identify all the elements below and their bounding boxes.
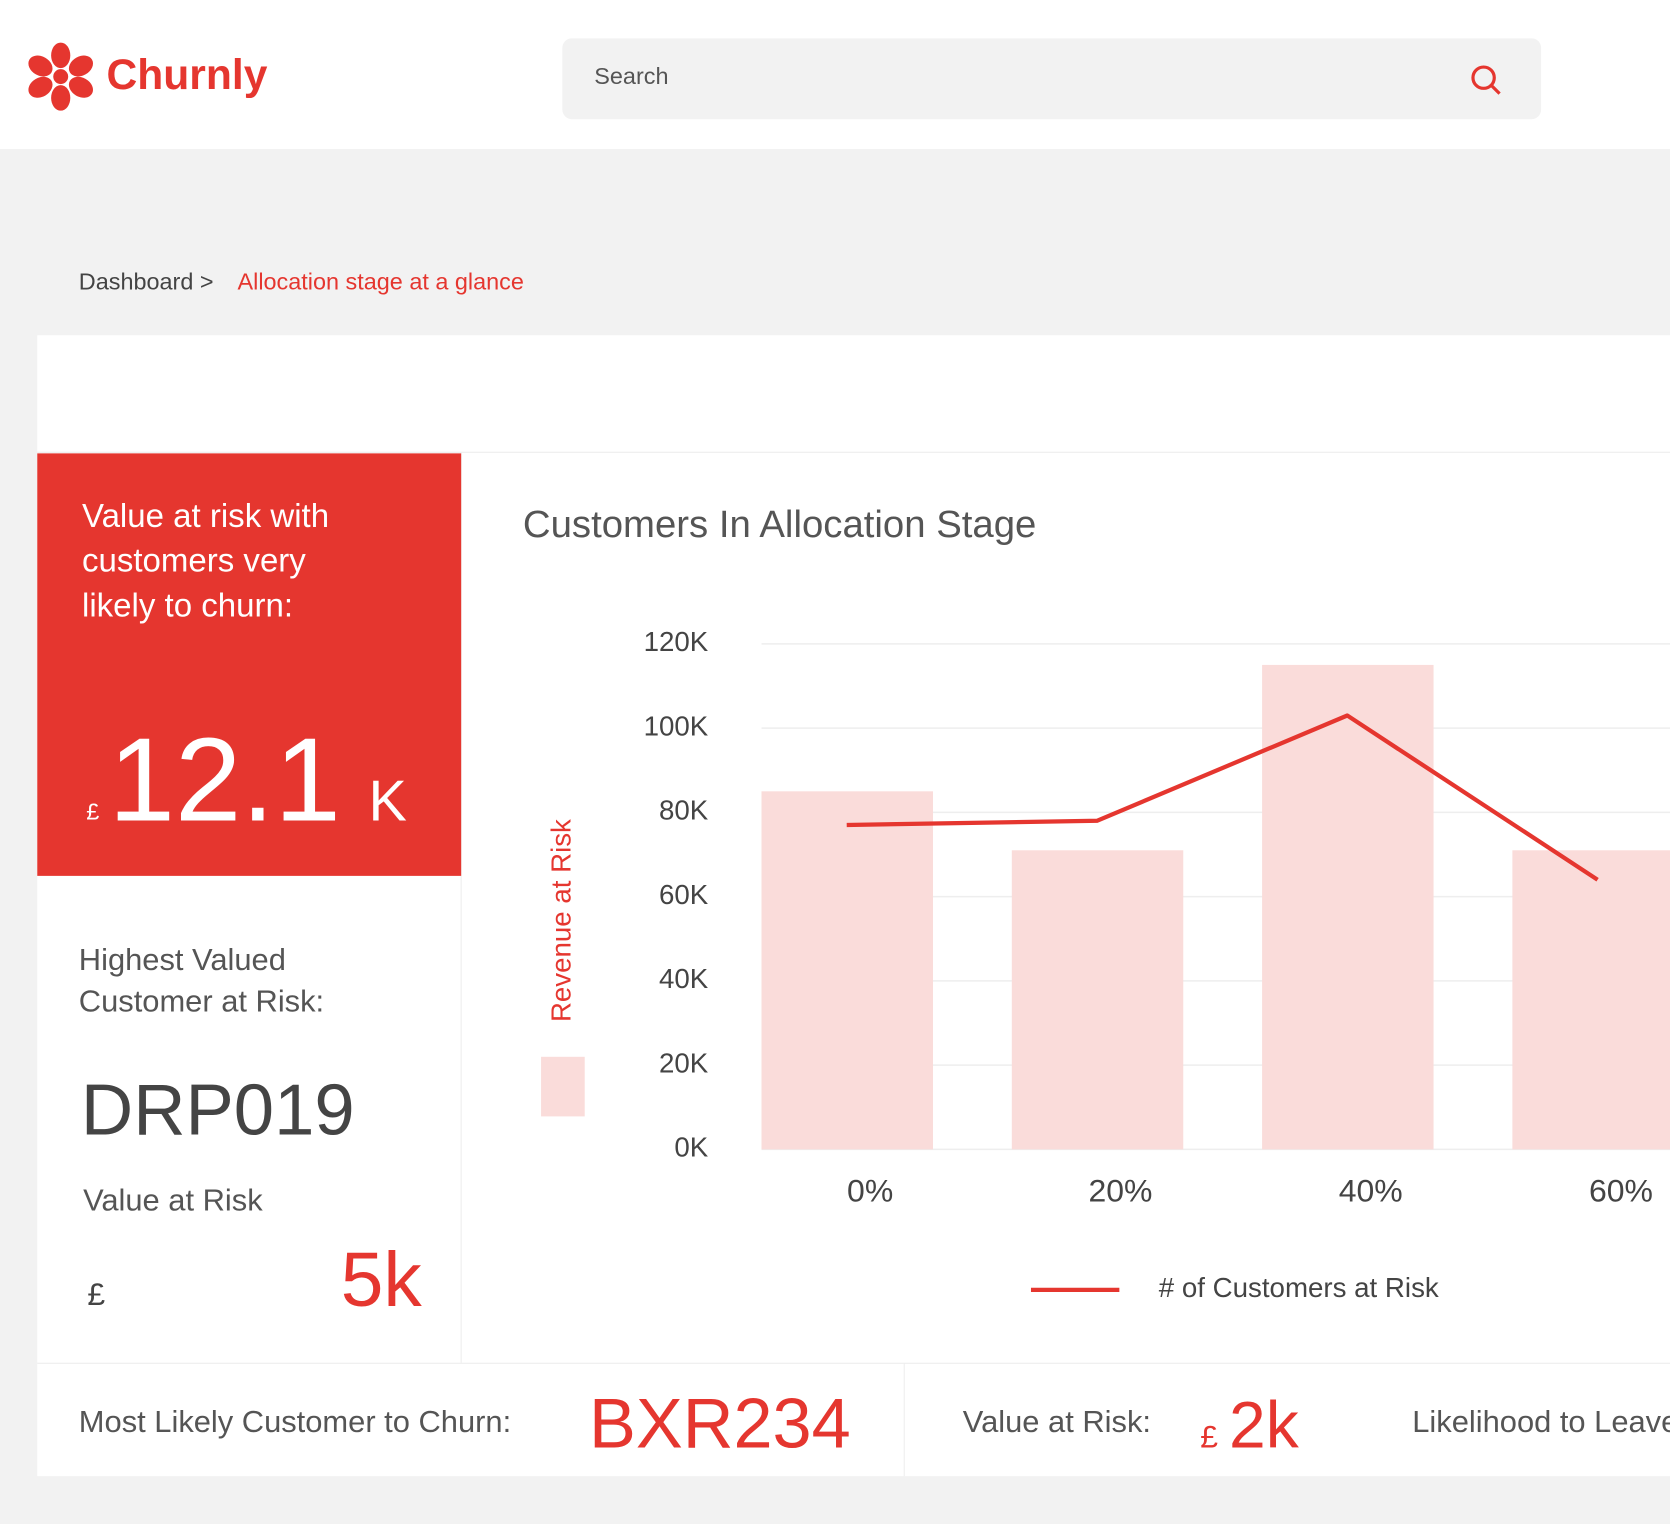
value: 5k (341, 1238, 423, 1323)
axis-title: Revenue at Risk (546, 819, 577, 1022)
label: Highest Valued (79, 942, 286, 977)
card-text: Value at risk with (82, 497, 329, 534)
bar (1262, 664, 1434, 1150)
currency: £ (1200, 1418, 1218, 1454)
breadcrumb-current: Allocation stage at a glance (238, 268, 524, 294)
y-tick-label: 0K (674, 1132, 708, 1163)
legend-swatch (541, 1056, 585, 1117)
label: Most Likely Customer to Churn: (79, 1404, 511, 1439)
search-box[interactable] (562, 38, 1542, 120)
y-tick-label: 20K (659, 1047, 709, 1078)
bar (1011, 850, 1184, 1150)
chart: 0K 20K 40K 60K 80K 100K 120K 0% 20% 40% 60% Revenue… (541, 626, 1670, 1303)
line (846, 713, 1599, 882)
x-tick-label: 40% (1339, 1172, 1403, 1208)
chart-title: Customers In Allocation Stage (523, 503, 1036, 546)
bar (1512, 850, 1670, 1150)
highlight-card (37, 453, 462, 876)
label: Value at Risk: (963, 1404, 1151, 1439)
x-tick-label: 20% (1088, 1172, 1152, 1208)
logo-icon[interactable] (25, 42, 97, 111)
x-tick-label: 60% (1589, 1172, 1653, 1208)
currency: £ (86, 798, 99, 824)
bar (761, 791, 933, 1150)
search-placeholder[interactable]: Search (594, 63, 668, 89)
customer-id: BXR234 (589, 1383, 851, 1462)
card-unit: K (369, 770, 407, 834)
value: 2k (1229, 1387, 1300, 1461)
y-tick-label: 100K (644, 710, 709, 741)
y-tick-label: 120K (644, 626, 709, 657)
card-text: customers very (82, 542, 306, 579)
breadcrumb-root[interactable]: Dashboard > (79, 268, 214, 294)
currency: £ (87, 1276, 105, 1312)
y-tick-label: 60K (659, 879, 709, 910)
search-icon[interactable] (1471, 65, 1501, 95)
card-value: 12.1 (109, 714, 341, 847)
label: Likelihood to Leave (1412, 1404, 1670, 1439)
card-text: likely to churn: (82, 586, 293, 623)
y-tick-label: 40K (659, 963, 709, 994)
y-tick-label: 80K (659, 795, 709, 826)
logo-text[interactable]: Churnly (107, 51, 268, 99)
legend-label: # of Customers at Risk (1159, 1272, 1439, 1303)
x-tick-label: 0% (847, 1172, 893, 1208)
customer-id: DRP019 (81, 1070, 355, 1151)
label: Customer at Risk: (79, 984, 324, 1019)
label: Value at Risk (83, 1183, 263, 1218)
